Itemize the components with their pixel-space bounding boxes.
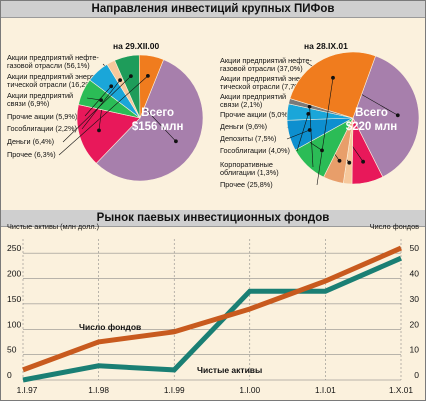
- ytick-left-5: 250: [7, 243, 21, 253]
- pie1-center-label: Всего: [141, 107, 174, 119]
- pie1-label-govbonds: Гособлигации (2,2%): [7, 124, 77, 133]
- pie1-dot-3: [109, 84, 114, 89]
- pie1-leader-2: [86, 97, 102, 101]
- pie1-dot-6: [146, 74, 150, 78]
- pie2-dot-7: [307, 104, 312, 109]
- ytick-right-5: 50: [410, 243, 420, 253]
- pie1-label-oilgas: Акции предприятий нефте- газовой отрасли…: [7, 53, 99, 71]
- y-left-axis-label: Чистые активы (млн долл.): [7, 222, 99, 231]
- pie2-label-deposits: Депозиты (7,5%): [220, 134, 277, 143]
- y-right-axis-label: Число фондов: [370, 222, 419, 231]
- pie2-label-telecom: Акции предприятий связи (2,1%): [220, 92, 287, 110]
- ytick-left-3: 150: [7, 294, 21, 304]
- series-label-fund-count: Число фондов: [79, 322, 141, 332]
- pie2-label-other-stocks: Прочие акции (5,0%): [220, 110, 291, 119]
- pie1-label-other-stocks: Прочие акции (5,9%): [7, 112, 78, 121]
- pie2-dot-1: [361, 159, 365, 164]
- pie2-center-label: Всего: [355, 107, 388, 119]
- bottom-title: Рынок паевых инвестиционных фондов: [1, 210, 425, 227]
- pie1-label-money: Деньги (6,4%): [7, 137, 55, 146]
- pie1-label-telecom: Акции предприятий связи (6,9%): [7, 91, 74, 109]
- pie1-label-other: Прочее (6,3%): [7, 150, 56, 159]
- ytick-right-4: 40: [410, 269, 420, 279]
- xtick-2: 1.I.99: [164, 385, 185, 395]
- xtick-5: 1.X.01: [389, 385, 413, 395]
- ytick-left-1: 50: [7, 345, 17, 355]
- pie2-label-govbonds: Гособлигации (4,0%): [220, 146, 290, 155]
- pie1-slice-0: [95, 59, 204, 182]
- pie2-leader-8: [316, 77, 334, 186]
- pie1-dot-2: [99, 98, 103, 102]
- pie2-dot-2: [347, 160, 352, 165]
- xtick-3: 1.I.00: [239, 385, 260, 395]
- series-label-net-assets: Чистые активы: [197, 365, 262, 375]
- pie1-dot-0: [174, 139, 178, 144]
- pie2-slice-0: [352, 55, 420, 178]
- pie2-leader-6: [296, 113, 309, 152]
- pie2-dot-8: [331, 75, 335, 80]
- pie1-dot-1: [97, 128, 101, 133]
- pie1-dot-4: [118, 78, 122, 82]
- pie2-leader-7: [309, 106, 314, 168]
- pie1-slice-6: [138, 54, 164, 119]
- xtick-0: 1.I.97: [17, 385, 38, 395]
- pie2-label-oilgas: Акции предприятий нефте- газовой отрасли…: [220, 56, 312, 74]
- xtick-1: 1.I.98: [88, 385, 109, 395]
- pie1-leader-3: [84, 86, 112, 117]
- pie1-center-label: $156 млн: [132, 121, 184, 133]
- pie2-dot-0: [395, 113, 400, 118]
- pie1-dot-5: [129, 74, 133, 78]
- pie2-date: на 28.IX.01: [304, 41, 348, 51]
- pie2-label-other: Прочее (25,8%): [220, 180, 273, 189]
- ytick-right-3: 30: [410, 294, 420, 304]
- pie1-label-energy: Акции предприятий энерге- тической отрас…: [7, 72, 100, 90]
- pie1-leader-6: [58, 75, 149, 156]
- pie2-label-corpbonds: Корпоративные облигации (1,3%): [220, 160, 279, 178]
- line-chart: 0 50 100 150 200 250 0 10 20 30 40 50 1.I.97 1.I.98 1.…: [7, 222, 420, 395]
- pie2-dot-3: [337, 158, 342, 163]
- pie1-leader-4: [81, 79, 121, 130]
- pie2-leader-5: [286, 129, 310, 140]
- pie1-leader-5: [62, 75, 132, 143]
- pie2-label-money: Деньги (9,6%): [220, 122, 268, 131]
- pie2-slice-8: [289, 51, 376, 119]
- ytick-left-0: 0: [7, 370, 12, 380]
- ytick-left-4: 200: [7, 269, 21, 279]
- pie1-date: на 29.XII.00: [113, 41, 160, 51]
- ytick-left-2: 100: [7, 319, 21, 329]
- xtick-4: 1.I.01: [315, 385, 336, 395]
- pie-charts: Всего $156 млн Всего $220 млн: [58, 51, 420, 186]
- ytick-right-2: 20: [410, 319, 420, 329]
- top-title: Направления инвестиций крупных ПИФов: [1, 1, 425, 18]
- pie2-dot-6: [306, 112, 311, 116]
- ytick-right-1: 10: [410, 345, 420, 355]
- series-line-1: [22, 245, 403, 373]
- ytick-right-0: 0: [414, 370, 419, 380]
- pie2-center-label: $220 млн: [346, 121, 398, 133]
- series-line-0: [22, 255, 403, 383]
